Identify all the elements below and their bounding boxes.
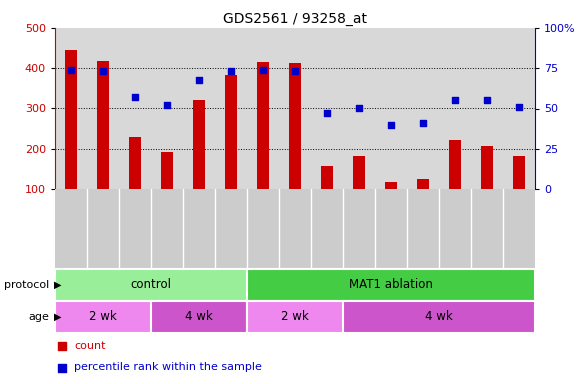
Point: [162, 102, 172, 108]
Point: [322, 110, 332, 116]
Point: [356, 52, 365, 58]
Text: 4 wk: 4 wk: [185, 311, 213, 323]
Text: percentile rank within the sample: percentile rank within the sample: [74, 362, 262, 372]
Bar: [224, 75, 237, 189]
Bar: [343, 301, 535, 333]
Text: protocol: protocol: [4, 280, 49, 290]
Point: [483, 98, 492, 104]
Point: [514, 104, 524, 110]
Text: 4 wk: 4 wk: [425, 311, 453, 323]
Point: [450, 98, 459, 104]
Text: count: count: [74, 341, 106, 351]
Bar: [289, 63, 302, 189]
Bar: [385, 182, 397, 189]
Bar: [97, 61, 110, 189]
Bar: [161, 152, 173, 189]
Bar: [151, 301, 247, 333]
Bar: [353, 156, 365, 189]
Point: [258, 67, 267, 73]
Bar: [513, 156, 525, 189]
Bar: [64, 50, 77, 189]
Point: [226, 68, 235, 74]
Bar: [193, 99, 205, 189]
Text: MAT1 ablation: MAT1 ablation: [349, 278, 433, 291]
Point: [99, 68, 108, 74]
Bar: [481, 146, 494, 189]
Text: ▶: ▶: [54, 312, 61, 322]
Point: [356, 248, 365, 255]
Title: GDS2561 / 93258_at: GDS2561 / 93258_at: [223, 12, 367, 26]
Bar: [256, 62, 269, 189]
Point: [386, 121, 396, 127]
Text: control: control: [130, 278, 172, 291]
Point: [194, 76, 204, 83]
Bar: [55, 301, 151, 333]
Bar: [247, 301, 343, 333]
Text: ▶: ▶: [54, 280, 61, 290]
Bar: [55, 269, 247, 301]
Text: 2 wk: 2 wk: [89, 311, 117, 323]
Text: age: age: [28, 312, 49, 322]
Text: 2 wk: 2 wk: [281, 311, 309, 323]
Bar: [129, 137, 142, 189]
Point: [66, 67, 75, 73]
Bar: [321, 166, 333, 189]
Point: [418, 120, 427, 126]
Bar: [416, 179, 429, 189]
Bar: [448, 140, 462, 189]
Bar: [247, 269, 535, 301]
Point: [130, 94, 140, 100]
Point: [291, 68, 300, 74]
Point: [354, 106, 364, 112]
